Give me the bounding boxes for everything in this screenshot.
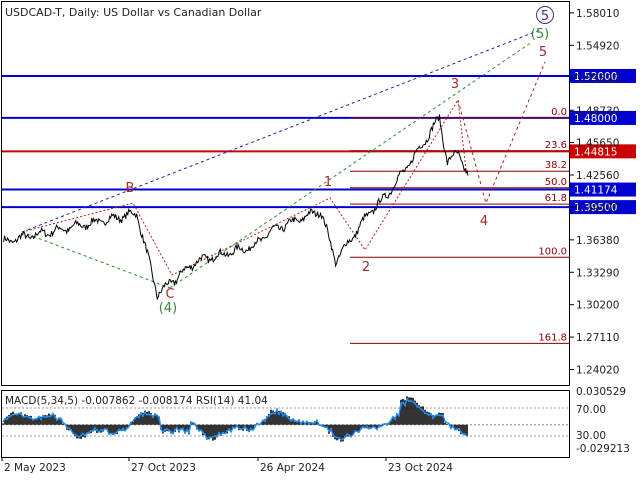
y-axis: 1.58010 1.54920 1.51820 1.48730 1.45650 1.425…	[570, 8, 619, 377]
fibonacci-layer: 0.0 23.6 38.2 50.0 61.8 100.0 161.8	[350, 107, 570, 344]
wave-label-2: (4)	[159, 301, 177, 316]
macd-plot-frame	[1, 390, 570, 458]
y-tick-label-11: 1.24020	[576, 365, 619, 377]
level-tag-label-0: 1.52000	[574, 71, 617, 83]
wave-label-6: 4	[480, 214, 488, 229]
wave-label-3: 1	[324, 175, 332, 190]
fib-label-3: 50.0	[545, 177, 567, 188]
y-tick-label-9: 1.30200	[576, 300, 619, 312]
y-tick-label-4: 1.45650	[576, 138, 619, 150]
wave-label-1: C	[165, 287, 174, 302]
y-tick-label-1: 1.54920	[576, 40, 619, 52]
main-plot-frame	[1, 1, 570, 386]
macd-y-axis: 0.030529 70.00 30.00-0.029213	[576, 386, 630, 455]
lower-wave-line	[21, 231, 171, 289]
level-tag-label-1: 1.48000	[574, 113, 617, 125]
level-tag-4	[570, 200, 636, 215]
y-tick-label-6: 1.39470	[576, 202, 619, 214]
x-tick-label-0: 2 May 2023	[4, 462, 66, 474]
wave-label-5: 3	[451, 77, 459, 92]
fib-label-2: 38.2	[545, 160, 567, 171]
y-tick-label-8: 1.33290	[576, 267, 619, 279]
y-tick-label-2: 1.51820	[576, 73, 619, 85]
wave-label-8: (5)	[531, 27, 549, 42]
wave-label-7: 5	[539, 45, 547, 60]
fib-label-1: 23.6	[545, 140, 567, 151]
price-layer	[3, 114, 469, 301]
level-tag-3	[570, 182, 636, 197]
wave-zigzag	[21, 98, 467, 276]
y-tick-label-3: 1.48730	[576, 105, 619, 117]
fib-label-6: 161.8	[538, 332, 567, 343]
macd-y-label-2: 30.00	[576, 430, 606, 442]
level-tag-2	[570, 144, 636, 159]
level-tag-label-3: 1.41174	[574, 185, 618, 197]
level-tag-1	[570, 110, 636, 125]
y-tick-label-10: 1.27110	[576, 332, 619, 344]
level-tag-label-2: 1.44815	[574, 146, 617, 158]
x-tick-label-3: 23 Oct 2024	[388, 462, 453, 474]
upper-channel-line	[21, 29, 541, 233]
chart-title: USDCAD-T, Daily: US Dollar vs Canadian D…	[5, 6, 262, 19]
macd-signal-line	[2, 397, 468, 441]
y-tick-label-0: 1.58010	[576, 8, 619, 20]
macd-y-label-3: -0.029213	[576, 443, 630, 455]
wave-label-0: B	[126, 181, 135, 196]
macd-layer	[2, 396, 570, 442]
y-tick-label-5: 1.42560	[576, 170, 619, 182]
fib-label-4: 61.8	[545, 193, 567, 204]
wave-labels-layer: B C(4) 1 2 3 4 5 (5) 5	[126, 6, 554, 316]
x-tick-label-2: 26 Apr 2024	[260, 462, 325, 474]
level-tag-label-4: 1.39500	[574, 202, 617, 214]
wave-label-9: 5	[541, 9, 549, 24]
fib-label-0: 0.0	[551, 107, 567, 118]
y-tick-label-7: 1.36380	[576, 235, 619, 247]
x-axis: 2 May 2023 27 Oct 2023 26 Apr 2024 23 Oct 2…	[1, 457, 453, 474]
wave-label-4: 2	[362, 260, 370, 275]
fib-label-5: 100.0	[538, 246, 567, 257]
price-series-line	[3, 114, 469, 301]
macd-title: MACD(5,34,5) -0.007862 -0.008174 RSI(14)…	[5, 395, 268, 407]
x-tick-label-1: 27 Oct 2023	[131, 462, 196, 474]
macd-y-label-0: 0.030529	[576, 386, 626, 398]
macd-y-label-1: 70.00	[576, 404, 606, 416]
trendlines-layer	[21, 29, 546, 289]
levels-layer: 1.52000 1.48000 1.44815 1.41174 1.39500	[2, 68, 636, 215]
wave-circle-marker	[536, 6, 554, 24]
level-tag-0	[570, 68, 636, 83]
